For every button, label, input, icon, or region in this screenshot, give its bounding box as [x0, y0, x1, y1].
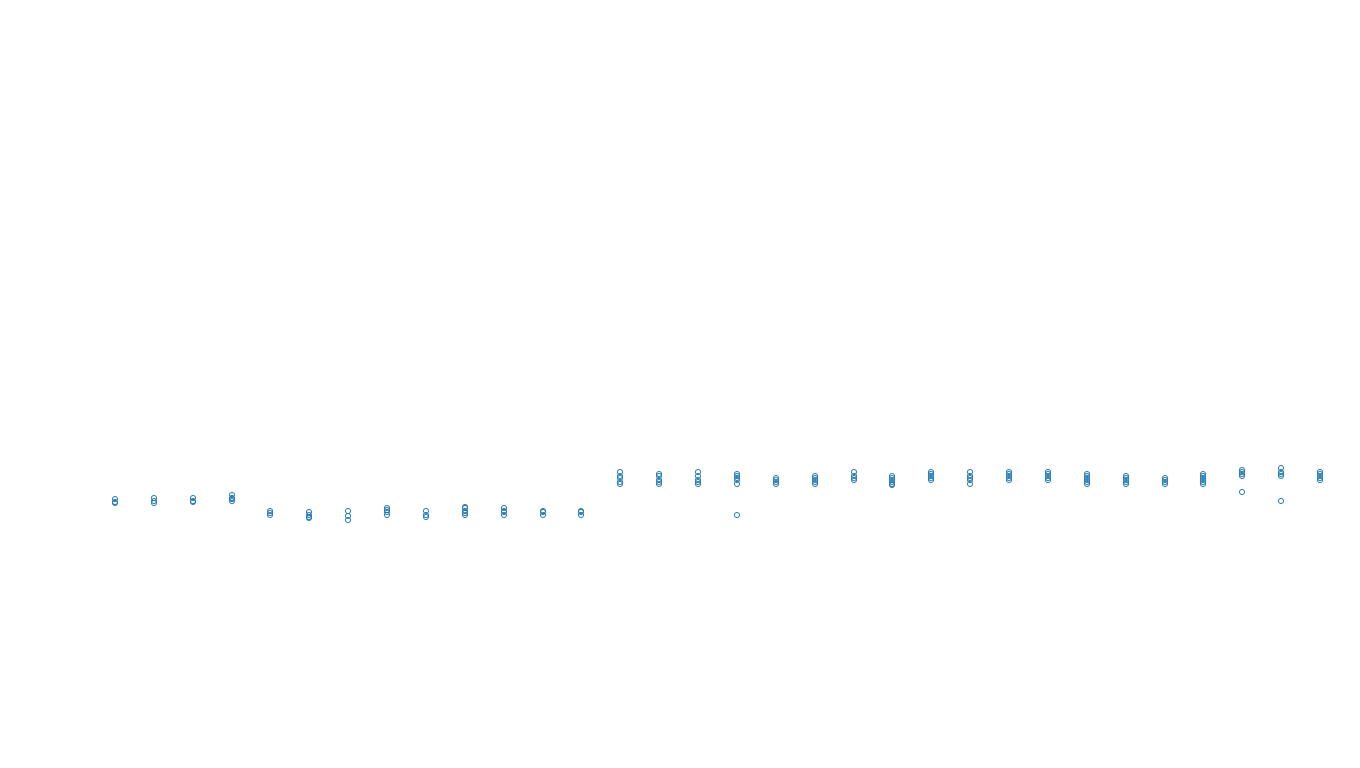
- scatter-point: [1200, 471, 1206, 477]
- scatter-point: [1239, 469, 1245, 475]
- scatter-point: [151, 498, 157, 504]
- scatter-point: [928, 471, 934, 477]
- scatter-chart: [0, 0, 1360, 768]
- scatter-point: [540, 509, 546, 515]
- scatter-point: [229, 498, 235, 504]
- scatter-point: [1084, 471, 1090, 477]
- scatter-point: [578, 509, 584, 515]
- scatter-point: [773, 477, 779, 483]
- scatter-point: [851, 477, 857, 483]
- scatter-point: [1278, 498, 1284, 504]
- scatter-point: [462, 505, 468, 511]
- scatter-point: [889, 482, 895, 488]
- scatter-point: [1123, 475, 1129, 481]
- scatter-point: [501, 509, 507, 515]
- scatter-point: [1045, 471, 1051, 477]
- scatter-point: [190, 498, 196, 504]
- scatter-point: [734, 481, 740, 487]
- scatter-point: [656, 479, 662, 485]
- scatter-point: [267, 510, 273, 516]
- scatter-point: [1317, 471, 1323, 477]
- scatter-point: [1239, 489, 1245, 495]
- scatter-point: [967, 475, 973, 481]
- scatter-point: [695, 479, 701, 485]
- scatter-point: [889, 475, 895, 481]
- scatter-point: [306, 515, 312, 521]
- scatter-point: [423, 512, 429, 518]
- scatter-point: [812, 473, 818, 479]
- scatter-point: [112, 499, 118, 505]
- scatter-point: [1162, 475, 1168, 481]
- scatter-point: [617, 479, 623, 485]
- scatter-point: [345, 513, 351, 519]
- scatter-point: [1278, 471, 1284, 477]
- scatter-point: [734, 512, 740, 518]
- scatter-point: [617, 473, 623, 479]
- scatter-point: [734, 475, 740, 481]
- scatter-point: [1006, 471, 1012, 477]
- scatter-point: [384, 507, 390, 513]
